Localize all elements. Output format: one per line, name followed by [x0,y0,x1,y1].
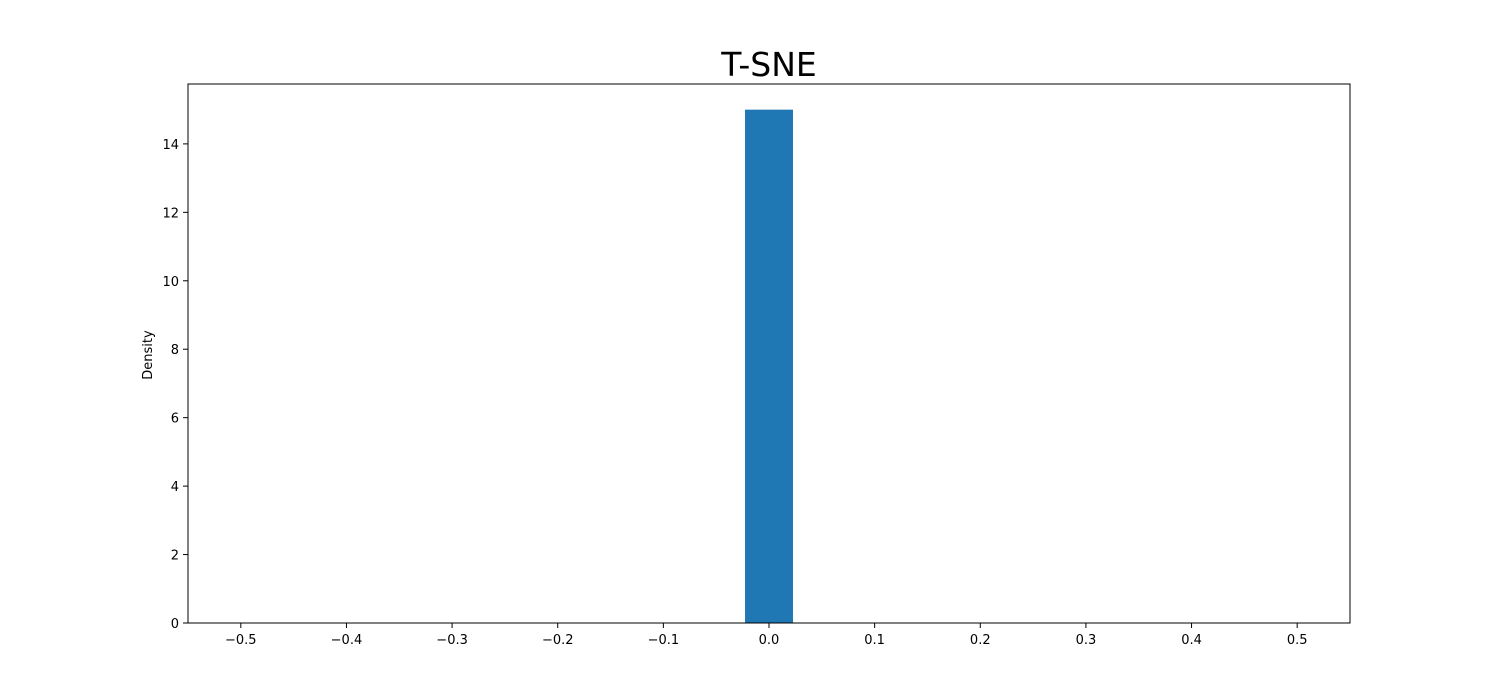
y-tick-label: 4 [171,480,179,495]
y-axis-label: Density [141,330,156,380]
plot-area-frame [187,83,1351,624]
histogram-bar [745,109,793,623]
x-tick-label: 0.3 [1076,633,1097,648]
x-tick-label: 0.2 [970,633,991,648]
x-tick-label: −0.3 [436,633,468,648]
y-tick-label: 14 [162,138,179,153]
y-tick-label: 2 [171,549,179,564]
x-tick-label: 0.0 [759,633,780,648]
y-tick-label: 10 [162,275,179,290]
x-tick-label: −0.2 [542,633,574,648]
y-tick-label: 0 [171,617,179,632]
x-tick-label: 0.5 [1287,633,1308,648]
y-tick-label: 6 [171,412,179,427]
y-tick-label: 12 [162,206,179,221]
x-tick-label: −0.5 [225,633,257,648]
x-tick-label: 0.4 [1181,633,1202,648]
x-tick-label: 0.1 [864,633,885,648]
x-tick-label: −0.4 [331,633,363,648]
chart-title: T-SNE [720,45,817,84]
bars-layer [745,109,793,623]
y-tick-label: 8 [171,343,179,358]
x-tick-label: −0.1 [648,633,680,648]
y-axis-ticks: 0 2 4 6 8 10 12 14 [162,138,188,632]
x-axis-ticks: −0.5 −0.4 −0.3 −0.2 −0.1 0.0 0.1 0.2 0.3 0.4 0.5 [225,623,1308,648]
